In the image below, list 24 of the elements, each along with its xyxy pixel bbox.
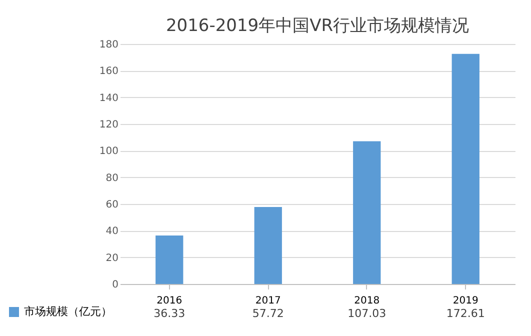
- x-tick-label: 2019: [452, 296, 478, 306]
- bar: [452, 54, 480, 284]
- bar: [353, 141, 381, 284]
- legend-label: 市场规模（亿元）: [24, 305, 112, 318]
- x-tick-label: 2016: [156, 296, 182, 306]
- y-tick-label: 60: [106, 200, 118, 210]
- y-tick-label: 100: [99, 146, 118, 158]
- y-tick-label: 180: [99, 40, 118, 50]
- y-tick-label: 140: [99, 92, 118, 104]
- y-tick-label: 20: [106, 252, 118, 264]
- data-label: 36.33: [154, 307, 186, 320]
- x-tick-label: 2018: [354, 296, 380, 306]
- data-label: 107.03: [348, 307, 386, 320]
- y-tick-label: 80: [106, 172, 118, 184]
- bar: [156, 236, 184, 284]
- y-tick-label: 160: [99, 66, 118, 78]
- x-tick-label: 2017: [255, 296, 281, 306]
- data-label: 172.61: [446, 307, 485, 320]
- y-tick-label: 120: [99, 120, 118, 130]
- bar: [254, 207, 282, 284]
- data-label: 57.72: [252, 307, 284, 320]
- y-tick-label: 40: [106, 226, 118, 238]
- y-tick-label: 0: [112, 280, 118, 290]
- chart-title: 2016-2019年中国VR行业市场规模情况: [166, 16, 470, 36]
